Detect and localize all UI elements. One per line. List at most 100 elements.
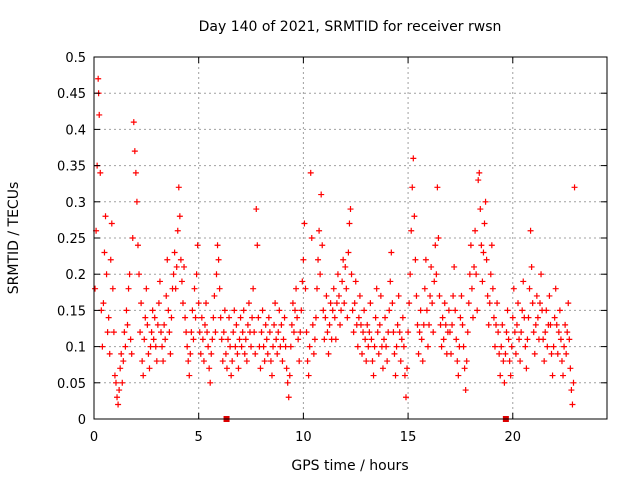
data-point (320, 307, 327, 314)
data-point (106, 350, 113, 357)
data-point (119, 379, 126, 386)
data-point (464, 329, 471, 336)
data-point (550, 343, 557, 350)
data-point (448, 350, 455, 357)
data-point (415, 350, 422, 357)
data-point (298, 307, 305, 314)
data-point (196, 329, 203, 336)
data-point (434, 184, 441, 191)
data-point (330, 285, 337, 292)
data-point (232, 343, 239, 350)
data-point (130, 119, 137, 126)
data-point (567, 365, 574, 372)
data-point (561, 343, 568, 350)
data-point (315, 256, 322, 263)
data-point (532, 321, 539, 328)
data-point (476, 169, 483, 176)
data-point (268, 372, 275, 379)
data-point (186, 372, 193, 379)
data-point (217, 314, 224, 321)
data-point (504, 307, 511, 314)
data-point (109, 285, 116, 292)
data-point (240, 307, 247, 314)
data-point (164, 256, 171, 263)
data-point (242, 336, 249, 343)
data-point (117, 365, 124, 372)
data-point (557, 336, 564, 343)
grid (94, 57, 607, 419)
data-point (244, 321, 251, 328)
data-point (355, 314, 362, 321)
data-point (273, 336, 280, 343)
data-point (438, 343, 445, 350)
data-point (497, 372, 504, 379)
data-point (236, 336, 243, 343)
data-point (407, 271, 414, 278)
data-point (215, 256, 222, 263)
data-point (195, 300, 202, 307)
data-point (433, 271, 440, 278)
data-point (146, 365, 153, 372)
data-point (227, 343, 234, 350)
data-point (143, 285, 150, 292)
data-point (274, 350, 281, 357)
data-point (319, 242, 326, 249)
data-point (413, 292, 420, 299)
data-point (519, 307, 526, 314)
data-point (551, 314, 558, 321)
data-point (389, 300, 396, 307)
data-point (103, 271, 110, 278)
data-point (192, 314, 199, 321)
data-point (506, 358, 513, 365)
data-point (105, 314, 112, 321)
data-point (139, 358, 146, 365)
data-point (168, 314, 175, 321)
data-point (384, 358, 391, 365)
data-point (372, 314, 379, 321)
data-point (374, 329, 381, 336)
data-point (404, 365, 411, 372)
data-point (349, 307, 356, 314)
data-point (569, 401, 576, 408)
data-point (357, 321, 364, 328)
data-point (533, 292, 540, 299)
data-point (501, 379, 508, 386)
data-point (329, 307, 336, 314)
data-point (410, 155, 417, 162)
data-point (310, 350, 317, 357)
data-point (272, 300, 279, 307)
data-point (159, 343, 166, 350)
data-point (193, 271, 200, 278)
data-point (136, 271, 143, 278)
data-point (370, 372, 377, 379)
data-point (263, 336, 270, 343)
data-point (172, 285, 179, 292)
data-point (423, 307, 430, 314)
data-point (177, 256, 184, 263)
x-axis-ticks: 0 5 10 15 20 (90, 57, 521, 445)
data-point (554, 350, 561, 357)
data-point (300, 256, 307, 263)
data-point (233, 321, 240, 328)
data-point (184, 343, 191, 350)
data-point (523, 365, 530, 372)
data-point (108, 220, 115, 227)
data-point (395, 292, 402, 299)
data-point (324, 329, 331, 336)
data-point (508, 343, 515, 350)
data-point (416, 329, 423, 336)
data-point (547, 321, 554, 328)
chart-title: Day 140 of 2021, SRMTID for receiver rws… (199, 19, 502, 35)
data-point (239, 329, 246, 336)
data-point (429, 300, 436, 307)
data-point (289, 300, 296, 307)
data-point (367, 300, 374, 307)
data-point (356, 292, 363, 299)
data-point (430, 329, 437, 336)
data-point (338, 307, 345, 314)
data-point (150, 336, 157, 343)
data-point (104, 329, 111, 336)
data-point (346, 220, 353, 227)
data-point (251, 329, 258, 336)
data-point (525, 314, 532, 321)
